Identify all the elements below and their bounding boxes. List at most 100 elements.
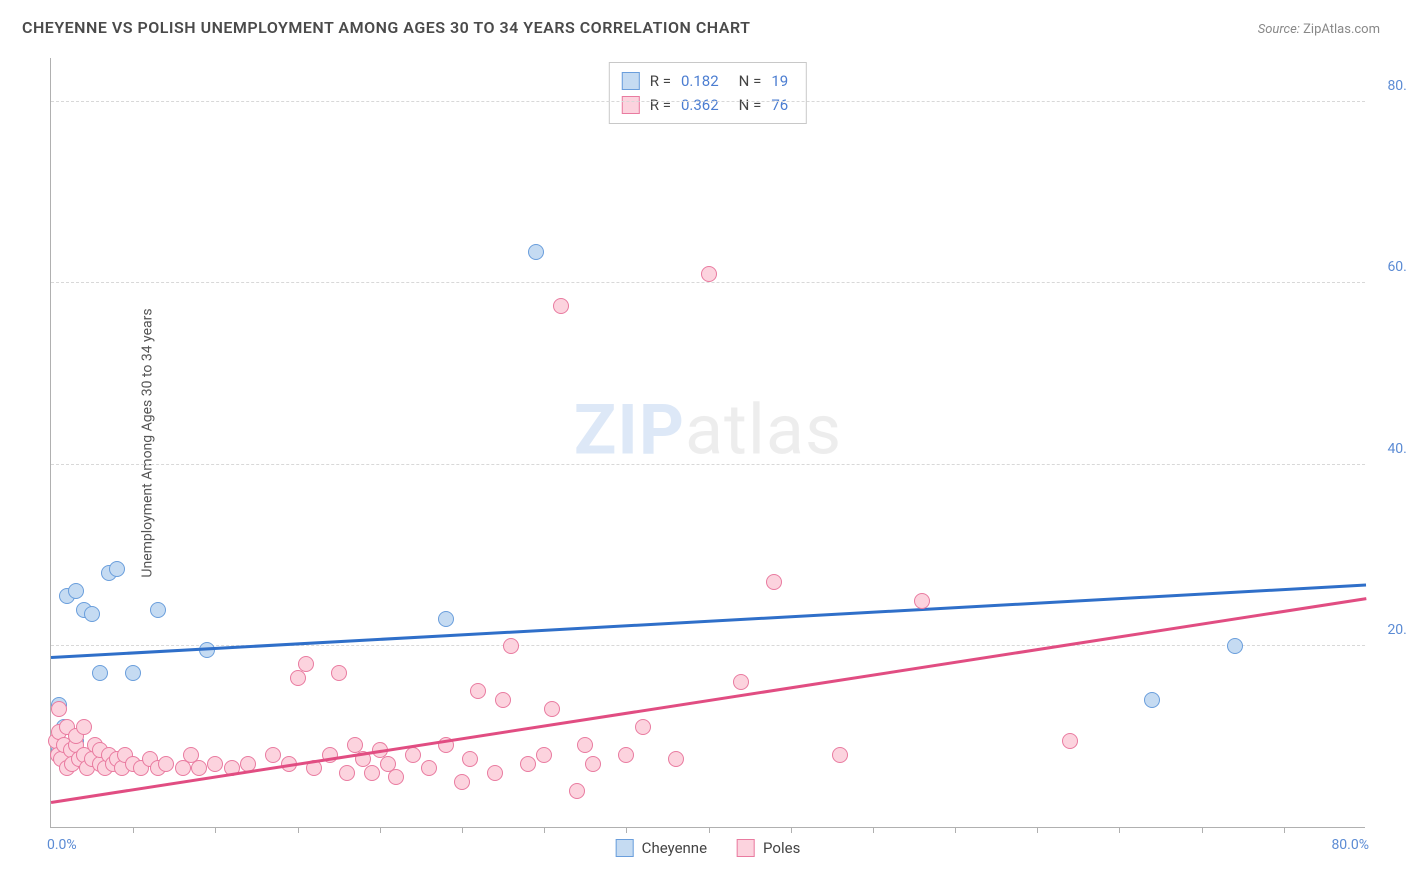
data-point	[421, 760, 437, 776]
data-point	[553, 298, 569, 314]
legend-item: Poles	[737, 839, 800, 857]
x-tick-mark	[626, 827, 627, 833]
data-point	[438, 611, 454, 627]
x-tick-mark	[380, 827, 381, 833]
data-point	[766, 574, 782, 590]
x-tick-min: 0.0%	[47, 837, 77, 853]
legend-swatch	[737, 839, 755, 857]
data-point	[668, 751, 684, 767]
data-point	[487, 765, 503, 781]
data-point	[577, 737, 593, 753]
x-tick-mark	[791, 827, 792, 833]
data-point	[1062, 733, 1078, 749]
correlation-legend: R =0.182N =19R =0.362N =76	[609, 62, 807, 124]
data-point	[265, 747, 281, 763]
data-point	[84, 606, 100, 622]
x-tick-mark	[1037, 827, 1038, 833]
data-point	[298, 656, 314, 672]
series-legend: Cheyenne Poles	[616, 839, 801, 857]
data-point	[520, 756, 536, 772]
data-point	[618, 747, 634, 763]
watermark-zip: ZIP	[574, 389, 685, 471]
data-point	[470, 683, 486, 699]
data-point	[635, 719, 651, 735]
data-point	[462, 751, 478, 767]
data-point	[158, 756, 174, 772]
legend-row: R = 0.182 N = 19	[622, 69, 788, 93]
x-tick-mark	[709, 827, 710, 833]
r-value: 0.182	[681, 69, 719, 93]
data-point	[495, 692, 511, 708]
x-tick-mark	[873, 827, 874, 833]
legend-swatch	[616, 839, 634, 857]
data-point	[68, 583, 84, 599]
data-point	[175, 760, 191, 776]
data-point	[1144, 692, 1160, 708]
data-point	[76, 719, 92, 735]
legend-swatch	[622, 72, 640, 90]
y-tick-label: 60.0%	[1387, 259, 1406, 275]
trend-line	[51, 583, 1366, 658]
data-point	[536, 747, 552, 763]
data-point	[585, 756, 601, 772]
x-tick-mark	[462, 827, 463, 833]
n-value: 19	[771, 69, 788, 93]
source-value: ZipAtlas.com	[1303, 22, 1380, 37]
x-tick-mark	[955, 827, 956, 833]
watermark-atlas: atlas	[685, 389, 842, 471]
data-point	[569, 783, 585, 799]
y-tick-label: 80.0%	[1387, 78, 1406, 94]
legend-label: Poles	[763, 839, 800, 857]
data-point	[364, 765, 380, 781]
data-point	[331, 665, 347, 681]
legend-swatch	[622, 96, 640, 114]
data-point	[701, 266, 717, 282]
data-point	[733, 674, 749, 690]
x-tick-mark	[1119, 827, 1120, 833]
y-axis-label: Unemployment Among Ages 30 to 34 years	[140, 308, 156, 577]
x-tick-mark	[298, 827, 299, 833]
data-point	[832, 747, 848, 763]
n-label: N =	[739, 93, 762, 117]
data-point	[405, 747, 421, 763]
data-point	[1227, 638, 1243, 654]
x-tick-mark	[133, 827, 134, 833]
r-value: 0.362	[681, 93, 719, 117]
x-tick-max: 80.0%	[1331, 837, 1369, 853]
data-point	[503, 638, 519, 654]
data-point	[914, 593, 930, 609]
data-point	[51, 701, 67, 717]
x-tick-mark	[1202, 827, 1203, 833]
source-label: Source:	[1258, 22, 1300, 37]
n-label: N =	[739, 69, 762, 93]
gridline	[51, 101, 1365, 102]
x-tick-mark	[1284, 827, 1285, 833]
data-point	[290, 670, 306, 686]
r-label: R =	[650, 69, 671, 93]
legend-label: Cheyenne	[642, 839, 707, 857]
gridline	[51, 282, 1365, 283]
y-tick-label: 40.0%	[1387, 441, 1406, 457]
data-point	[109, 561, 125, 577]
data-point	[339, 765, 355, 781]
source-attribution: Source: ZipAtlas.com	[1258, 22, 1380, 37]
scatter-plot-area: Unemployment Among Ages 30 to 34 years Z…	[50, 58, 1365, 828]
data-point	[544, 701, 560, 717]
x-tick-mark	[544, 827, 545, 833]
data-point	[388, 769, 404, 785]
gridline	[51, 464, 1365, 465]
data-point	[207, 756, 223, 772]
data-point	[150, 602, 166, 618]
trend-line	[51, 597, 1366, 803]
watermark: ZIPatlas	[574, 389, 842, 471]
data-point	[125, 665, 141, 681]
r-label: R =	[650, 93, 671, 117]
data-point	[199, 642, 215, 658]
legend-item: Cheyenne	[616, 839, 707, 857]
data-point	[454, 774, 470, 790]
legend-row: R =0.362N =76	[622, 93, 788, 117]
data-point	[92, 665, 108, 681]
chart-title: CHEYENNE VS POLISH UNEMPLOYMENT AMONG AG…	[22, 18, 750, 37]
y-tick-label: 20.0%	[1387, 622, 1406, 638]
data-point	[528, 244, 544, 260]
